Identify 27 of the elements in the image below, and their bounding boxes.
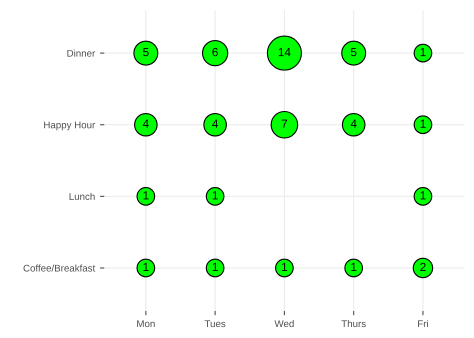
data-label: 1	[143, 191, 149, 200]
data-label: 1	[282, 262, 288, 272]
data-label: 4	[212, 120, 218, 128]
data-label: 2	[420, 262, 426, 272]
data-label: 14	[278, 48, 291, 56]
data-label: 4	[350, 120, 357, 128]
data-label: 5	[350, 48, 356, 56]
data-label: 1	[420, 120, 426, 128]
data-label: 1	[420, 191, 426, 200]
data-label: 1	[143, 262, 149, 272]
data-label: 7	[282, 120, 288, 128]
x-tick-label: Thurs	[341, 320, 366, 328]
x-tick-label: Fri	[418, 320, 428, 328]
y-tick-label: Dinner	[67, 50, 96, 57]
y-tick-label: Coffee/Breakfast	[24, 264, 96, 272]
x-tick-label: Mon	[137, 320, 155, 328]
data-label: 1	[420, 48, 426, 56]
data-label: 4	[142, 120, 149, 128]
y-tick-label: Lunch	[70, 192, 95, 200]
x-tick-label: Wed	[274, 320, 294, 328]
data-label: 1	[212, 191, 218, 200]
y-tick-label: Happy Hour	[44, 122, 96, 130]
data-label: 1	[212, 262, 218, 272]
data-label: 1	[351, 262, 356, 272]
data-label: 5	[143, 48, 149, 56]
data-label: 6	[212, 48, 218, 56]
x-tick-label: Tues	[204, 320, 226, 328]
